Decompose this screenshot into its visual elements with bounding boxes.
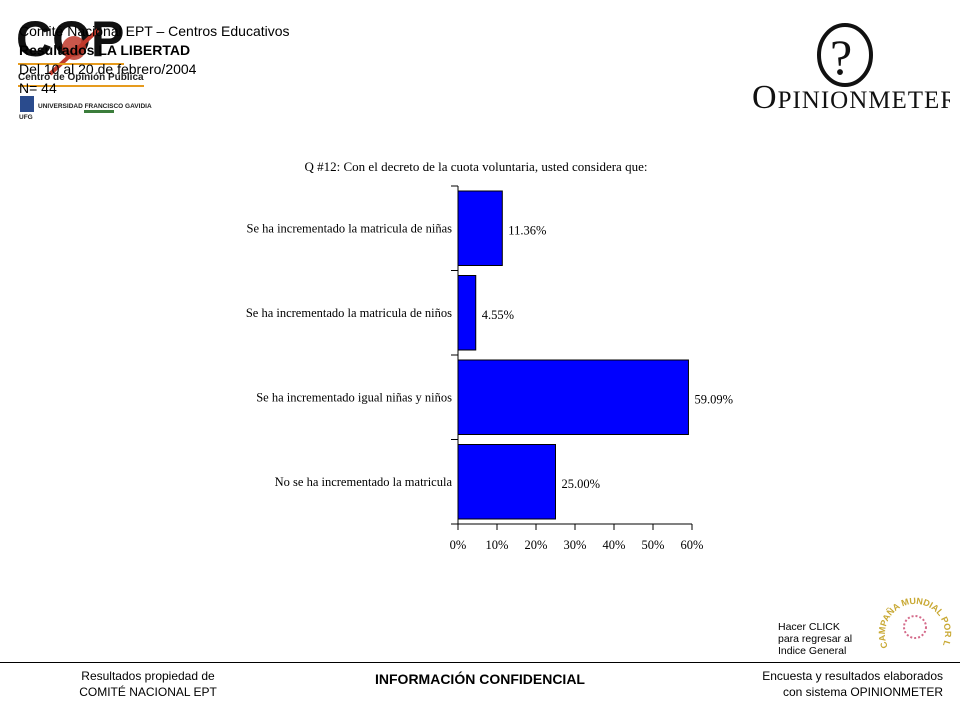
results-title: Resultados LA LIBERTAD [19,42,191,58]
value-label-2: 4.55% [482,308,514,322]
campaign-emblem-icon [903,615,927,639]
bar-4 [457,444,556,520]
x-tick-label-40: 40% [603,538,626,552]
x-tick-label-30: 30% [564,538,587,552]
footer-right-line-1: Encuesta y resultados elaborados [762,669,943,683]
bar-2 [457,275,477,351]
value-label-3: 59.09% [694,392,733,406]
cop-logo-ufg: UFG [19,114,33,121]
opinionmeter-wordmark: OPINIONMETER [752,79,950,116]
back-to-index-link[interactable]: Hacer CLICK para regresar al Indice Gene… [778,621,852,657]
opinionmeter-logo: ? OPINIONMETER [752,23,950,116]
cop-logo-subtitle: Centro de Opinión Pública [18,72,144,83]
footer-credits: Encuesta y resultados elaborados con sis… [720,668,943,700]
sample-size: N= 44 [19,80,57,96]
x-tick-label-60: 60% [681,538,704,552]
date-range: Del 10 al 20 de febrero/2004 [19,61,197,77]
x-tick-label-20: 20% [525,538,548,552]
footer-left-line-2: COMITÉ NACIONAL EPT [79,685,217,699]
committee-title: Comité Nacional EPT – Centros Educativos [19,23,290,39]
opinionmeter-rest: PINIONMETER [778,87,950,114]
footer-ownership: Resultados propiedad de COMITÉ NACIONAL … [60,668,236,700]
click-line-2: para regresar al [778,633,853,645]
opinionmeter-initial: O [752,79,778,116]
bar-3 [457,359,689,435]
footer-left-line-1: Resultados propiedad de [81,669,215,683]
cop-logo-university: UNIVERSIDAD FRANCISCO GAVIDIA [38,103,152,110]
campaign-logo[interactable]: CAMPAÑA MUNDIAL POR LA EDUCACIÓN [870,585,960,665]
footer-right-line-2: con sistema OPINIONMETER [782,685,943,699]
campaign-logo-text: CAMPAÑA MUNDIAL POR LA EDUCACIÓN [870,585,953,650]
cop-logo: COP Centro de Opinión Pública UFG UNIVER… [16,12,152,121]
chart-axes: 0% 10% 20% 30% 40% 50% 60% [450,185,704,552]
category-label-4: No se ha incrementado la matricula [275,475,453,489]
report-header: Comité Nacional EPT – Centros Educativos… [19,22,290,98]
footer-divider [0,662,960,663]
value-label-4: 25.00% [562,477,601,491]
value-label-1: 11.36% [508,223,546,237]
bar-1 [457,190,503,266]
x-tick-label-50: 50% [642,538,665,552]
category-label-1: Se ha incrementado la matricula de niñas [247,221,453,235]
x-tick-label-0: 0% [450,538,467,552]
click-line-3: Indice General [778,645,847,657]
chart-title: Q #12: Con el decreto de la cuota volunt… [305,159,648,174]
confidential-notice: INFORMACIÓN CONFIDENCIAL [375,671,585,687]
x-tick-label-10: 10% [486,538,509,552]
category-label-3: Se ha incrementado igual niñas y niños [256,390,452,404]
click-line-1: Hacer CLICK [778,621,840,633]
category-label-2: Se ha incrementado la matricula de niños [246,306,452,320]
opinionmeter-question-icon: ? [830,29,852,85]
chart-bars: Se ha incrementado la matricula de niñas… [246,190,733,520]
